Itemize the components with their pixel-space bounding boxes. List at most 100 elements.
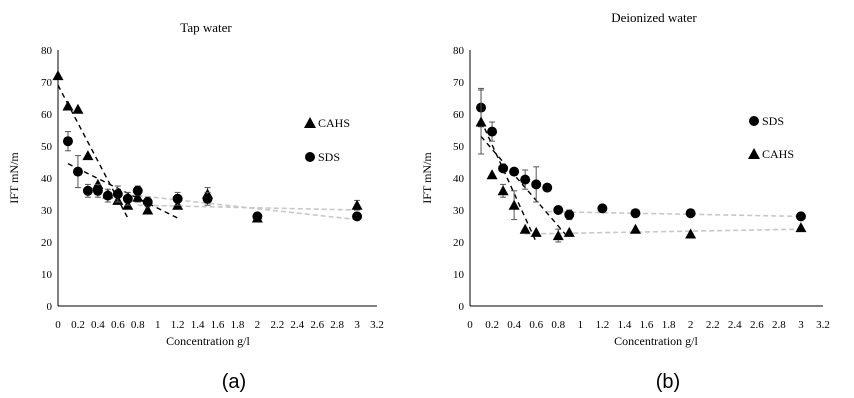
x-tick-label: 2.6 [750, 319, 764, 331]
legend-entry-sds: SDS [318, 150, 340, 164]
data-point-sds [142, 197, 153, 207]
data-point-cahs [62, 100, 74, 111]
data-point-sds [72, 166, 83, 177]
data-point-cahs [552, 230, 564, 241]
x-tick-label: 3.2 [816, 319, 830, 331]
legend-entry-cahs: CAHS [318, 116, 350, 130]
plateau-fit-line [547, 210, 801, 218]
x-tick-label: 1.2 [596, 319, 610, 331]
x-axis-label: Concentration g/l [614, 334, 698, 348]
x-tick-label: 0.2 [485, 319, 499, 331]
data-point-sds [82, 185, 93, 196]
chart-title: Deionized water [611, 10, 697, 25]
data-point-cahs [52, 70, 64, 81]
data-point-sds [62, 136, 73, 147]
data-point-sds [685, 208, 696, 219]
y-tick-label: 40 [41, 173, 53, 185]
y-axis-label: IFT mN/m [7, 152, 21, 204]
x-tick-label: 2.2 [706, 319, 720, 331]
panel-caption-a: (a) [222, 371, 246, 393]
x-tick-label: 1.8 [662, 319, 676, 331]
trend-fit-line [67, 162, 178, 219]
data-point-sds [92, 185, 103, 196]
x-tick-label: 1.8 [231, 319, 245, 331]
legend-circle-marker [749, 116, 759, 126]
x-tick-label: 0 [55, 319, 61, 331]
legend: CAHS SDS [304, 116, 350, 164]
x-tick-label: 0.4 [91, 319, 105, 331]
y-tick-label: 0 [459, 301, 465, 313]
y-tick-label: 40 [453, 173, 465, 185]
x-tick-label: 2 [688, 319, 694, 331]
x-tick-label: 0.2 [71, 319, 85, 331]
x-tick-label: 0.4 [507, 319, 521, 331]
y-tick-label: 50 [41, 141, 53, 153]
data-point-cahs [132, 191, 144, 202]
x-tick-label: 2 [255, 319, 261, 331]
data-point-cahs [629, 223, 641, 234]
x-tick-label: 1 [578, 319, 584, 331]
data-point-sds [509, 166, 520, 177]
data-point-sds [132, 185, 143, 196]
chart-title: Tap water [180, 20, 232, 35]
panel-caption-b: (b) [656, 371, 680, 393]
y-tick-label: 60 [453, 109, 465, 121]
legend: SDS CAHS [748, 114, 794, 161]
x-tick-label: 0.6 [529, 319, 543, 331]
x-tick-label: 2.2 [270, 319, 284, 331]
y-tick-label: 80 [453, 45, 465, 57]
legend-triangle-marker [748, 148, 760, 159]
y-tick-label: 10 [453, 269, 465, 281]
data-point-cahs [475, 116, 487, 127]
data-point-sds [487, 126, 498, 137]
x-tick-label: 1.2 [171, 319, 185, 331]
data-point-sds [352, 211, 363, 222]
x-tick-label: 0 [467, 319, 473, 331]
y-tick-label: 30 [453, 205, 465, 217]
data-point-cahs [486, 169, 498, 180]
data-point-sds [597, 203, 608, 214]
plateau-fit-line [137, 204, 358, 211]
x-tick-label: 1 [155, 319, 161, 331]
data-point-cahs [685, 228, 697, 239]
data-point-sds [531, 179, 542, 190]
y-axis-label: IFT mN/m [420, 152, 434, 204]
x-tick-label: 1.6 [211, 319, 225, 331]
data-point-sds [542, 182, 553, 193]
legend-triangle-marker [304, 117, 316, 128]
y-tick-label: 70 [41, 77, 53, 89]
data-point-sds [172, 193, 183, 204]
y-tick-label: 60 [41, 109, 53, 121]
x-tick-label: 0.8 [551, 319, 565, 331]
data-point-sds [252, 211, 263, 222]
data-point-cahs [142, 204, 154, 215]
data-point-cahs [82, 150, 94, 161]
data-point-sds [630, 208, 641, 219]
x-tick-label: 3 [354, 319, 360, 331]
x-tick-label: 1.4 [618, 319, 632, 331]
x-tick-label: 3 [798, 319, 804, 331]
data-point-cahs [563, 226, 575, 237]
y-tick-label: 20 [41, 237, 53, 249]
legend-circle-marker [305, 152, 315, 162]
x-tick-label: 1.4 [191, 319, 205, 331]
data-point-cahs [795, 222, 807, 233]
x-tick-label: 3.2 [370, 319, 384, 331]
data-point-cahs [351, 199, 363, 210]
data-point-sds [520, 174, 531, 185]
x-axis-label: Concentration g/l [166, 334, 250, 348]
legend-entry-cahs: CAHS [762, 147, 794, 161]
y-tick-label: 20 [453, 237, 465, 249]
x-tick-label: 2.4 [728, 319, 742, 331]
x-tick-label: 1.6 [640, 319, 654, 331]
plateau-fit-line [525, 228, 801, 235]
trend-fit-line [57, 84, 129, 219]
trend-fit-line [480, 120, 537, 243]
y-tick-label: 70 [453, 77, 465, 89]
legend-entry-sds: SDS [762, 114, 784, 128]
data-point-sds [564, 209, 575, 220]
y-tick-label: 50 [453, 141, 465, 153]
data-point-sds [202, 193, 213, 204]
chart-panel-tap-water: Tap water Concentration g/l IFT mN/m 0 1 0… [7, 20, 384, 393]
chart-panel-deionized-water: Deionized water Concentration g/l IFT mN… [420, 10, 830, 393]
